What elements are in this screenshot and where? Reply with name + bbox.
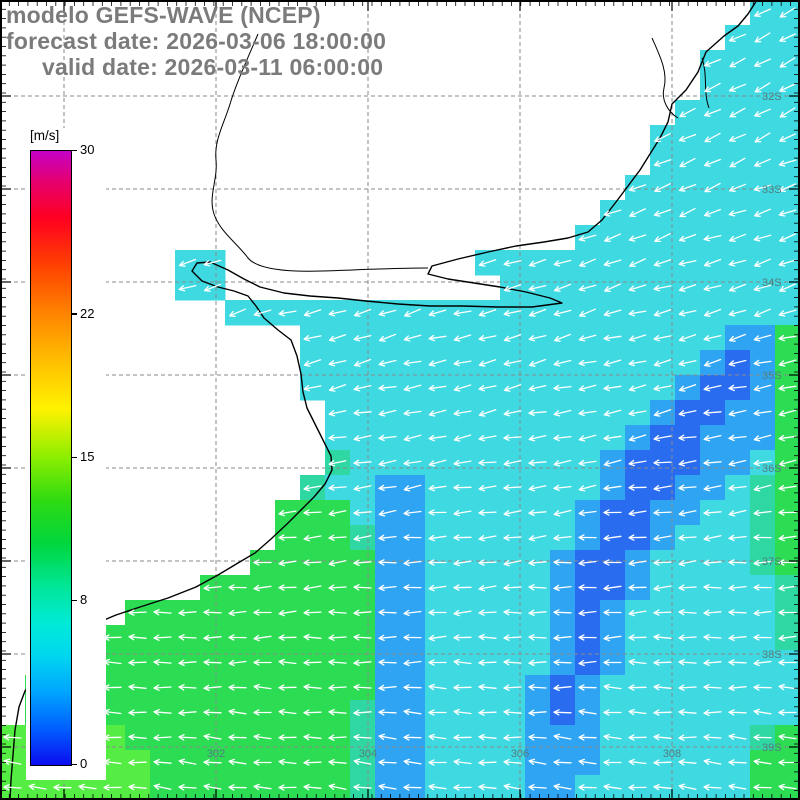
bottom-axis-label: 306 [511, 748, 529, 760]
colorbar-tick-mark [72, 763, 77, 765]
bottom-axis-label: 308 [663, 748, 681, 760]
right-axis-label: 39S [762, 742, 782, 754]
right-axis-label: 33S [762, 184, 782, 196]
direction-arrows-layer [3, 7, 797, 791]
right-axis-label: 34S [762, 277, 782, 289]
bottom-axis-label: 302 [207, 748, 225, 760]
title-block: modelo GEFS-WAVE (NCEP) forecast date: 2… [6, 2, 386, 80]
right-axis-label: 37S [762, 556, 782, 568]
colorbar: [m/s] 30 22 15 8 0 [26, 128, 106, 780]
forecast-date-label: forecast date: 2026-03-06 18:00:00 [6, 28, 387, 54]
right-axis-label: 36S [762, 463, 782, 475]
colorbar-tick-label: 0 [80, 756, 88, 771]
valid-date-label: valid date: 2026-03-11 06:00:00 [42, 54, 384, 80]
right-axis-label: 32S [762, 91, 782, 103]
colorbar-tick-label: 30 [80, 142, 95, 157]
colorbar-tick-label: 8 [80, 592, 88, 608]
right-axis-label: 38S [762, 649, 782, 661]
axis-labels-layer: 32S33S34S35S36S37S38S39S300302304306308 [55, 91, 782, 760]
bottom-axis-label: 304 [359, 748, 377, 760]
colorbar-gradient [30, 150, 72, 766]
right-axis-label: 35S [762, 370, 782, 382]
model-title: modelo GEFS-WAVE (NCEP) [6, 2, 321, 28]
colorbar-tick-label: 15 [80, 449, 95, 464]
colorbar-tick-label: 22 [80, 305, 95, 321]
coastline-layer [9, 0, 758, 800]
colorbar-tick-mark [72, 313, 77, 315]
colorbar-unit-label: [m/s] [30, 128, 60, 143]
colorbar-tick-mark [72, 456, 77, 458]
colorbar-tick-mark [72, 599, 77, 602]
colorbar-tick-mark [72, 149, 77, 151]
